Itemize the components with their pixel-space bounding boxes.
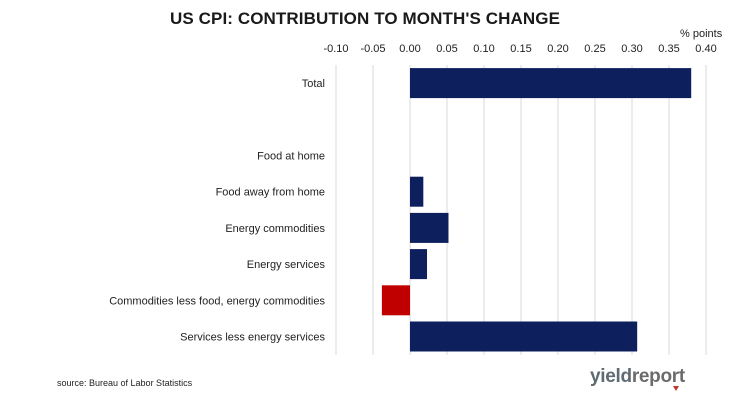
yieldreport-logo: yieldreport <box>590 366 685 391</box>
logo-part-2: report <box>631 366 685 387</box>
x-tick-label: 0.20 <box>547 43 568 55</box>
x-tick-label: 0.05 <box>436 43 457 55</box>
bar <box>410 321 638 352</box>
category-label: Food away from home <box>216 187 325 199</box>
category-label: Commodities less food, energy commoditie… <box>109 295 325 307</box>
x-tick-label: 0.40 <box>695 43 716 55</box>
bars <box>381 68 692 352</box>
category-label: Energy commodities <box>225 223 325 235</box>
axis-unit-label: % points <box>680 28 723 40</box>
x-tick-label: -0.05 <box>360 43 385 55</box>
logo-part-1: yield <box>590 366 632 387</box>
x-axis-tick-labels: -0.10 -0.05 0.00 0.05 0.10 0.15 0.20 0.25 0.30 0.… <box>323 43 716 55</box>
x-tick-label: 0.15 <box>510 43 531 55</box>
chart-title: US CPI: CONTRIBUTION TO MONTH'S CHANGE <box>169 9 561 28</box>
bar <box>410 212 449 243</box>
x-tick-label: 0.30 <box>621 43 642 55</box>
x-tick-label: 0.25 <box>584 43 605 55</box>
bar <box>410 249 428 280</box>
bar <box>381 285 410 316</box>
bar <box>410 68 692 99</box>
category-label: Total <box>302 78 325 90</box>
x-tick-label: 0.10 <box>473 43 494 55</box>
gridlines <box>335 65 707 355</box>
x-tick-label: -0.10 <box>323 43 348 55</box>
category-label: Services less energy services <box>180 332 325 344</box>
x-tick-label: 0.35 <box>658 43 679 55</box>
x-tick-label: 0.00 <box>399 43 420 55</box>
source-note: source: Bureau of Labor Statistics <box>57 378 193 388</box>
bar <box>410 176 424 207</box>
category-labels: Total Food at home Food away from home Ener… <box>109 78 325 343</box>
category-label: Food at home <box>257 151 325 163</box>
category-label: Energy services <box>247 259 326 271</box>
logo-accent-mark <box>673 386 679 391</box>
